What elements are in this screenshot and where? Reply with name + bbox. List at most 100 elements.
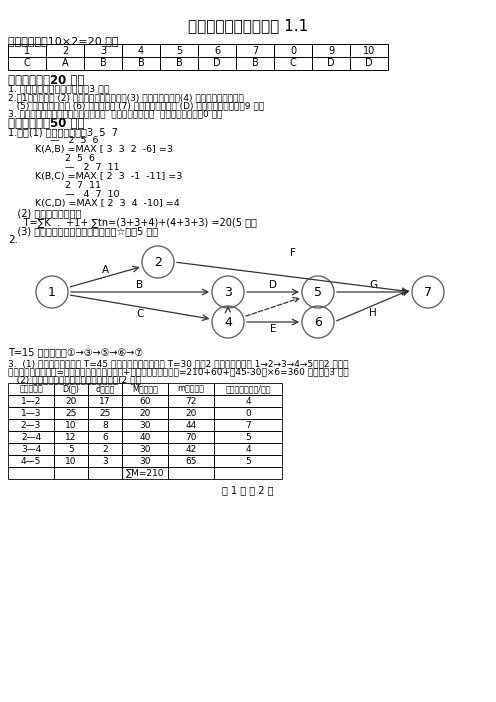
Bar (8, 407, 54, 419)
Text: B: B (137, 58, 144, 69)
Bar (198, 57, 236, 70)
Bar (122, 419, 168, 431)
Bar (312, 44, 350, 57)
Text: B: B (176, 58, 183, 69)
Text: 常持续时间的总费用=工资持间里的总直接费用+正常持间的间接费用=210+60+（45-30）×6=360 万元。（3 分）: 常持续时间的总费用=工资持间里的总直接费用+正常持间的间接费用=210+60+（… (8, 367, 349, 376)
Text: B: B (100, 58, 106, 69)
Bar (122, 455, 168, 467)
Bar (88, 407, 122, 419)
Text: 3: 3 (224, 286, 232, 298)
Text: 3. 先地下，后地上；先主建，后设备；  先主体，后围护；  先结构，后装饰（0 分）: 3. 先地下，后地上；先主建，后设备； 先主体，后围护； 先结构，后装饰（0 分… (8, 109, 222, 118)
Text: 工作（一）: 工作（一） (19, 385, 43, 394)
Text: —   4  7  10: — 4 7 10 (8, 190, 120, 199)
Bar (168, 383, 214, 395)
Text: 6: 6 (314, 315, 322, 329)
Bar (122, 467, 168, 479)
Text: 4—5: 4—5 (21, 456, 41, 465)
Bar (88, 443, 122, 455)
Bar (214, 383, 282, 395)
Text: 3: 3 (102, 456, 108, 465)
Bar (88, 467, 122, 479)
Bar (54, 455, 88, 467)
Text: 4: 4 (245, 444, 251, 453)
Text: 10: 10 (363, 46, 375, 55)
Text: 40: 40 (139, 432, 151, 442)
Text: 25: 25 (99, 409, 111, 418)
Bar (54, 383, 88, 395)
Text: 17: 17 (99, 397, 111, 406)
Bar (88, 383, 122, 395)
Text: 二、简答题（20 分）: 二、简答题（20 分） (8, 74, 84, 87)
Text: 第 1 页 共 2 页: 第 1 页 共 2 页 (222, 485, 274, 495)
Text: 5: 5 (314, 286, 322, 298)
Bar (236, 44, 274, 57)
Text: 10: 10 (65, 420, 77, 430)
Text: 直接费率（万元/天）: 直接费率（万元/天） (225, 385, 271, 394)
Bar (236, 57, 274, 70)
Text: D: D (213, 58, 221, 69)
Bar (122, 407, 168, 419)
Text: C: C (24, 58, 30, 69)
Text: 8: 8 (102, 420, 108, 430)
Text: E: E (270, 324, 276, 334)
Bar (122, 57, 160, 70)
Bar (88, 455, 122, 467)
Text: 4: 4 (138, 46, 144, 55)
Bar (54, 407, 88, 419)
Text: 3.  (1) 正常持续时间时的 T=45 天；最短持续时间时的 T=30 天（2 分）关键路线是 1→2→3→4→5；（2 分）正: 3. (1) 正常持续时间时的 T=45 天；最短持续时间时的 T=30 天（2… (8, 359, 349, 368)
Bar (84, 57, 122, 70)
Text: K(A,B) =MAX [ 3  3  2  -6] =3: K(A,B) =MAX [ 3 3 2 -6] =3 (8, 145, 173, 154)
Bar (168, 455, 214, 467)
Text: 1.解：(1) 计算流水步距：3  5  7: 1.解：(1) 计算流水步距：3 5 7 (8, 127, 118, 137)
Text: 1. 安全帽，安全带，安全网（3 分）: 1. 安全帽，安全带，安全网（3 分） (8, 84, 110, 93)
Text: 2: 2 (102, 444, 108, 453)
Text: K(B,C) =MAX [ 2  3  -1  -11] =3: K(B,C) =MAX [ 2 3 -1 -11] =3 (8, 172, 183, 181)
Text: C: C (290, 58, 297, 69)
Text: 42: 42 (186, 444, 196, 453)
Text: K(C,D) =MAX [ 2  3  4  -10] =4: K(C,D) =MAX [ 2 3 4 -10] =4 (8, 199, 180, 208)
Text: 一、选择题（10×2=20 分）: 一、选择题（10×2=20 分） (8, 36, 119, 46)
Text: (2) 计算各项工作的直接费率参考下表：(2 分）: (2) 计算各项工作的直接费率参考下表：(2 分） (8, 375, 141, 384)
Text: 25: 25 (65, 409, 77, 418)
Bar (8, 467, 54, 479)
Text: 30: 30 (139, 456, 151, 465)
Text: 2  7  11: 2 7 11 (8, 181, 101, 190)
Text: 6: 6 (102, 432, 108, 442)
Bar (168, 431, 214, 443)
Bar (8, 44, 46, 57)
Bar (160, 44, 198, 57)
Bar (168, 467, 214, 479)
Bar (8, 395, 54, 407)
Text: 4: 4 (224, 315, 232, 329)
Bar (214, 455, 282, 467)
Bar (168, 419, 214, 431)
Text: 6: 6 (214, 46, 220, 55)
Text: 60: 60 (139, 397, 151, 406)
Bar (160, 57, 198, 70)
Bar (214, 443, 282, 455)
Text: 7: 7 (424, 286, 432, 298)
Bar (214, 407, 282, 419)
Text: D: D (327, 58, 335, 69)
Bar (8, 419, 54, 431)
Bar (8, 431, 54, 443)
Text: 4: 4 (245, 397, 251, 406)
Text: 1: 1 (24, 46, 30, 55)
Bar (46, 44, 84, 57)
Text: 1: 1 (48, 286, 56, 298)
Text: 20: 20 (139, 409, 151, 418)
Text: B: B (251, 58, 258, 69)
Text: 3—4: 3—4 (21, 444, 41, 453)
Text: 12: 12 (65, 432, 77, 442)
Bar (88, 395, 122, 407)
Text: 5: 5 (245, 432, 251, 442)
Text: 5: 5 (68, 444, 74, 453)
Bar (214, 395, 282, 407)
Bar (84, 44, 122, 57)
Text: 65: 65 (185, 456, 197, 465)
Text: 三、计算题（50 分）: 三、计算题（50 分） (8, 117, 84, 130)
Bar (54, 419, 88, 431)
Bar (168, 407, 214, 419)
Text: 10: 10 (65, 456, 77, 465)
Text: 2: 2 (154, 256, 162, 268)
